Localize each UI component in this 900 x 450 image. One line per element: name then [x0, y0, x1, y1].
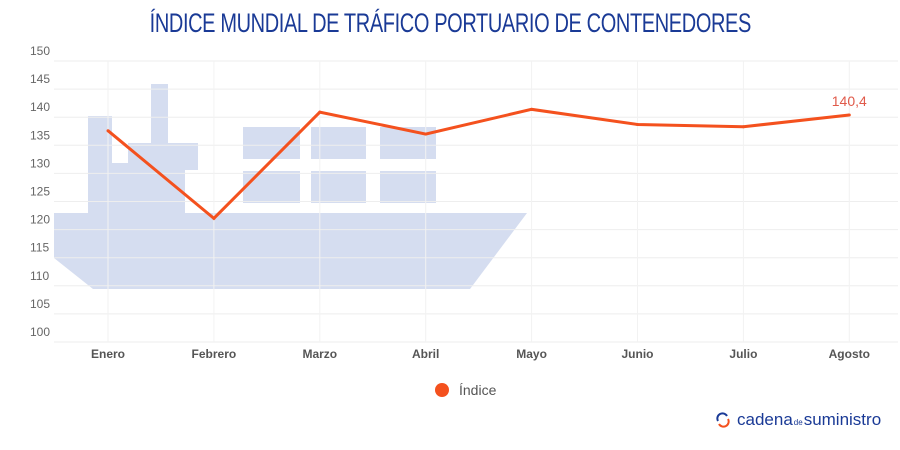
- container: [243, 171, 300, 203]
- data-point: [847, 113, 851, 117]
- y-tick-label: 120: [30, 213, 50, 227]
- data-point: [318, 110, 322, 114]
- data-point: [530, 107, 534, 111]
- x-tick-label: Junio: [622, 347, 654, 361]
- brand-logo: cadenadesuministro: [715, 410, 881, 430]
- y-tick-label: 130: [30, 156, 50, 170]
- series-line: [107, 107, 850, 221]
- container: [380, 171, 436, 203]
- x-tick-label: Enero: [91, 347, 125, 361]
- y-tick-label: 145: [30, 72, 50, 86]
- brand-text-2: de: [793, 418, 803, 427]
- legend[interactable]: Índice: [435, 382, 496, 398]
- y-tick-label: 150: [30, 44, 50, 58]
- brand-text-3: suministro: [803, 410, 882, 429]
- y-tick-label: 125: [30, 185, 50, 199]
- x-tick-label: Marzo: [302, 347, 337, 361]
- data-point: [741, 125, 745, 129]
- y-tick-label: 105: [30, 297, 50, 311]
- chart-title: ÍNDICE MUNDIAL DE TRÁFICO PORTUARIO DE C…: [0, 8, 900, 39]
- container: [311, 127, 366, 159]
- container: [311, 171, 366, 203]
- refresh-arrows-icon: [716, 412, 730, 428]
- legend-marker: [435, 383, 449, 397]
- data-point: [212, 216, 216, 220]
- container: [243, 127, 300, 159]
- y-tick-label: 110: [30, 269, 49, 283]
- brand-text-1: cadena: [737, 410, 793, 429]
- data-label: 140,4: [832, 93, 867, 109]
- x-tick-label: Mayo: [516, 347, 547, 361]
- y-tick-label: 115: [30, 241, 49, 255]
- legend-label: Índice: [459, 382, 497, 398]
- x-tick-label: Julio: [729, 347, 757, 361]
- y-tick-label: 100: [30, 325, 50, 339]
- y-tick-label: 135: [30, 128, 50, 142]
- x-tick-label: Febrero: [192, 347, 237, 361]
- ship-hull: [54, 84, 527, 289]
- x-tick-label: Abril: [412, 347, 439, 361]
- data-point: [424, 132, 428, 136]
- data-point: [636, 123, 639, 127]
- chart-title-text: ÍNDICE MUNDIAL DE TRÁFICO PORTUARIO DE C…: [149, 8, 751, 38]
- ship-silhouette: [54, 84, 527, 289]
- x-tick-label: Agosto: [829, 347, 870, 361]
- data-point: [106, 129, 110, 133]
- y-tick-label: 140: [30, 100, 50, 114]
